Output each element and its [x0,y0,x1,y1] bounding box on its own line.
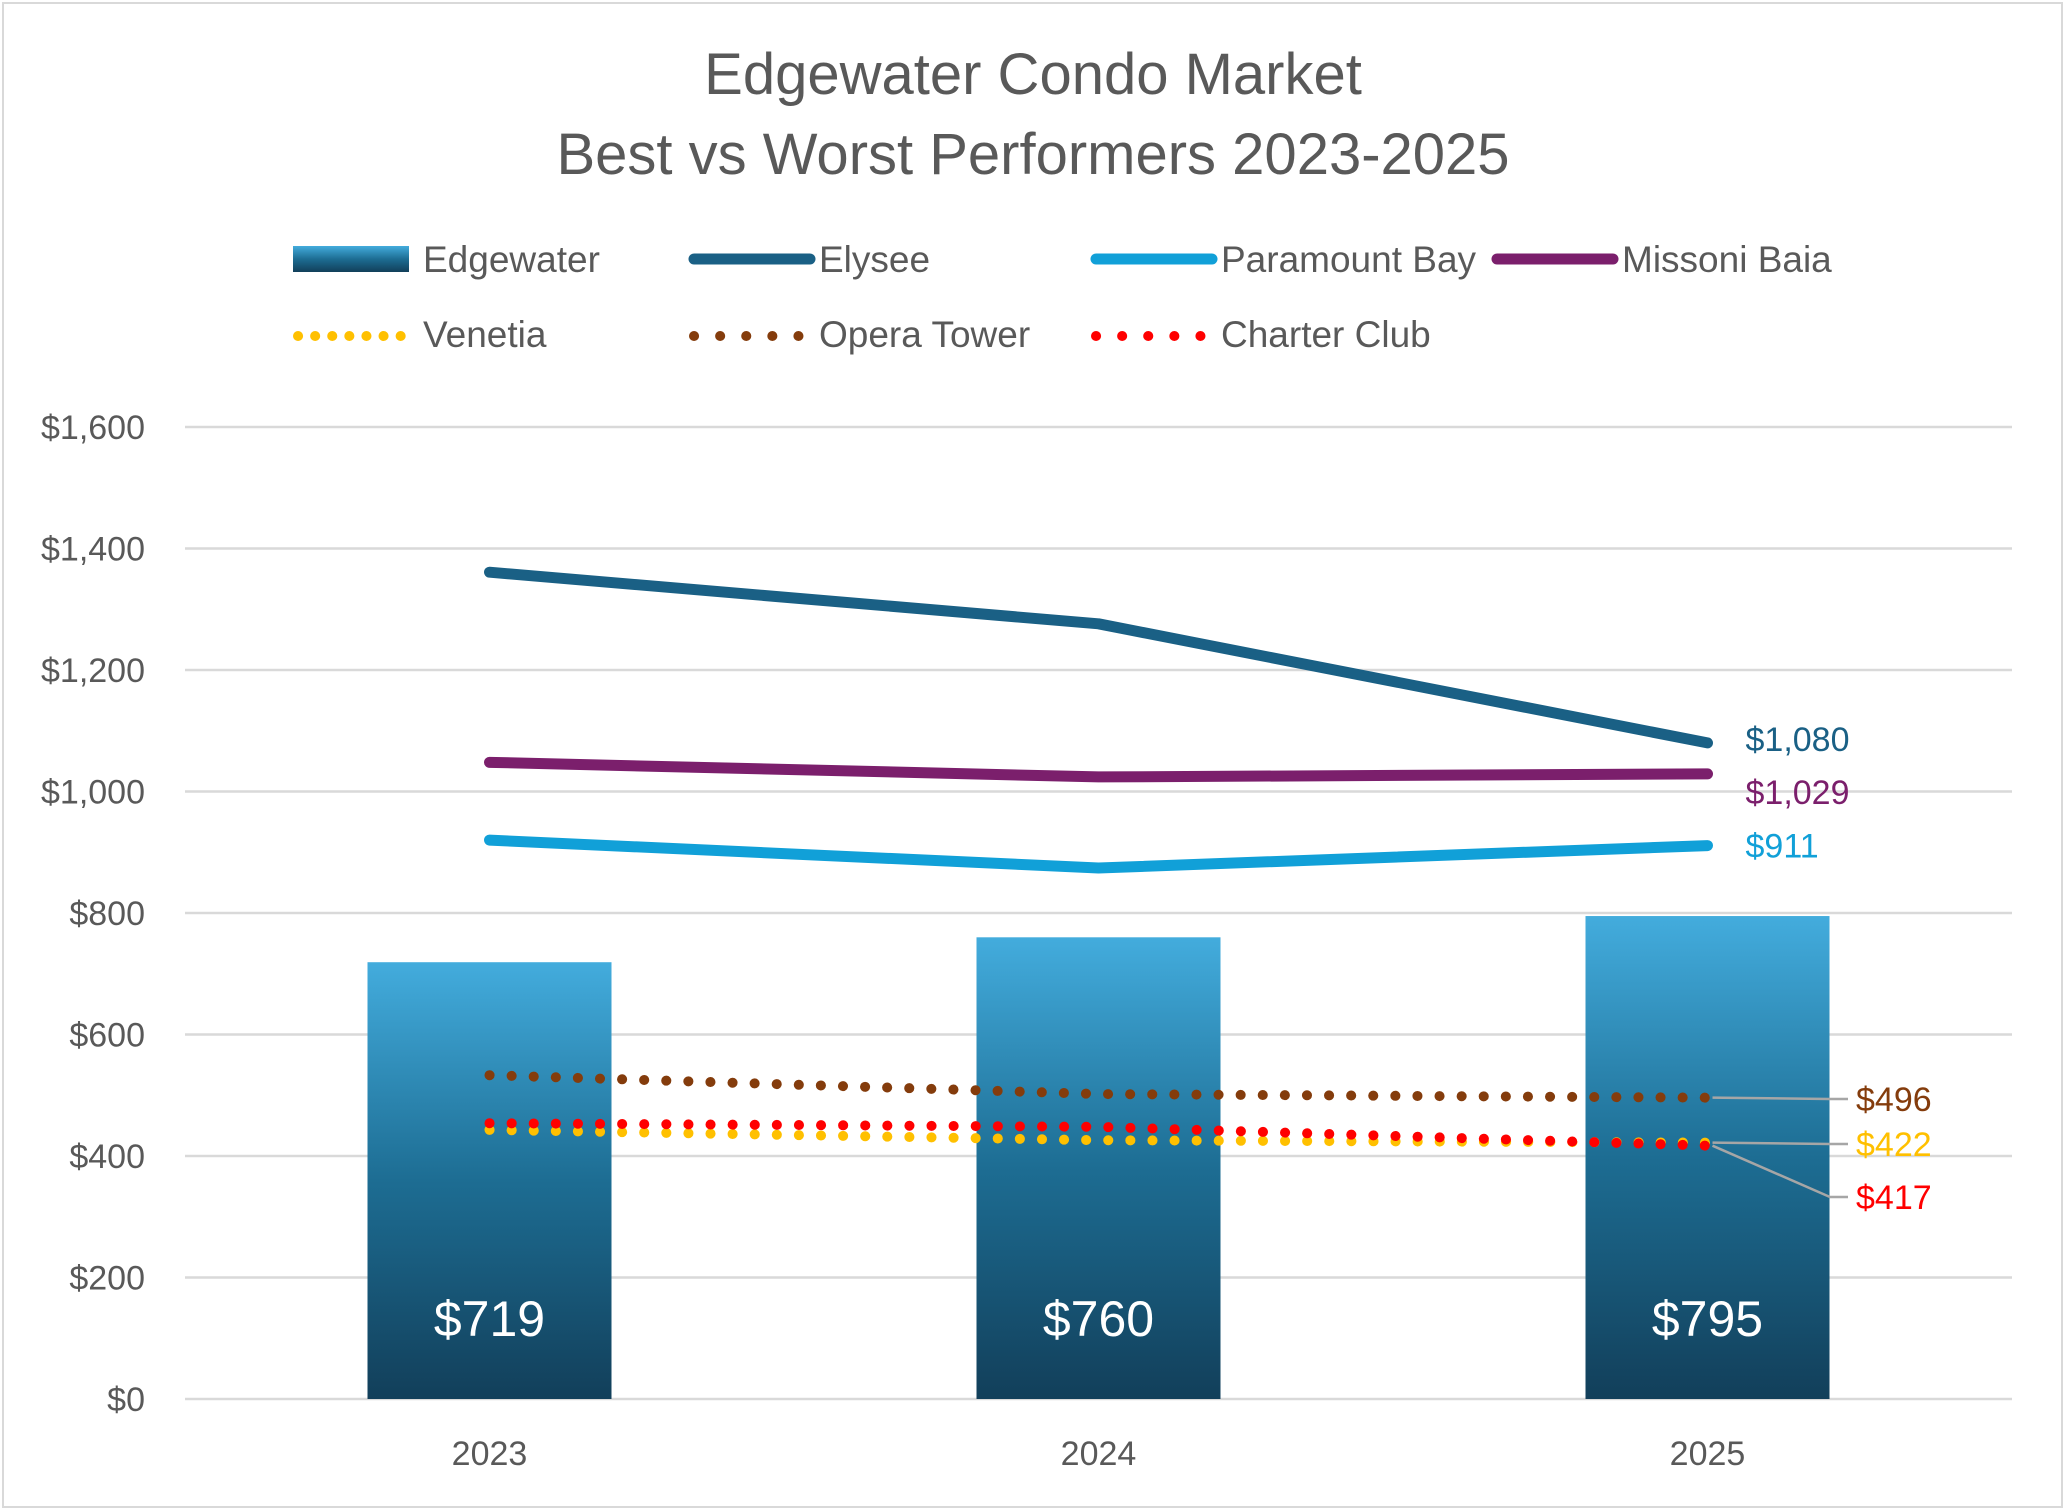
line-opera-tower [484,1070,1713,1103]
legend-item-venetia[interactable]: Venetia [293,314,547,355]
end-label-venetia: $422 [1856,1126,1932,1164]
y-tick-label: $800 [69,895,145,933]
legend-item-opera-tower[interactable]: Opera Tower [689,314,1030,355]
legend-label: Missoni Baia [1622,239,1832,280]
legend-item-edgewater[interactable]: Edgewater [293,239,600,280]
end-label-elysee: $1,080 [1746,721,1850,759]
y-tick-label: $1,000 [41,774,145,812]
y-tick-label: $1,200 [41,652,145,690]
y-tick-label: $0 [107,1381,145,1419]
chart-title-line-2: Best vs Worst Performers 2023-2025 [556,122,1509,187]
y-tick-label: $200 [69,1260,145,1298]
bars [367,916,1830,1399]
lines [484,566,1713,1151]
y-tick-label: $400 [69,1138,145,1176]
y-tick-label: $1,400 [41,531,145,569]
x-tick-label: 2025 [1670,1435,1746,1473]
legend-label: Paramount Bay [1221,239,1477,280]
y-tick-label: $600 [69,1017,145,1055]
line-elysee [484,566,1713,749]
legend-label: Edgewater [423,239,600,280]
bar-edgewater [1585,916,1830,1399]
y-tick-label: $1,600 [41,409,145,447]
x-tick-label: 2024 [1061,1435,1137,1473]
bar-data-label: $719 [434,1291,545,1347]
line-charter-club [484,1118,1713,1151]
data-labels: $719 $760 $795 $1,080 $911 $1,029 $422 $496 $417 [434,721,1932,1347]
bar-data-label: $795 [1652,1291,1763,1347]
legend: Edgewater Elysee Paramount Bay Missoni Baia… [293,239,1832,355]
legend-item-charter-club[interactable]: Charter Club [1091,314,1431,355]
end-label-paramount-bay: $911 [1746,828,1819,866]
legend-label: Charter Club [1221,314,1431,355]
end-label-charter-club: $417 [1856,1179,1932,1217]
end-label-opera-tower: $496 [1856,1081,1932,1119]
line-paramount-bay [484,834,1713,874]
legend-label: Venetia [423,314,547,355]
legend-item-paramount-bay[interactable]: Paramount Bay [1090,239,1477,280]
leader-line [1712,1096,1848,1101]
end-label-missoni-baia: $1,029 [1746,774,1850,812]
legend-label: Elysee [819,239,930,280]
legend-swatch [293,246,409,272]
x-tick-label: 2023 [452,1435,528,1473]
legend-item-elysee[interactable]: Elysee [688,239,930,280]
x-axis-ticks: 2023 2024 2025 [452,1435,1746,1473]
y-axis-ticks: $0 $200 $400 $600 $800 $1,000 $1,200 $1,400 $1,6… [41,409,145,1419]
bar-edgewater [367,962,612,1399]
line-missoni-baia [484,756,1713,783]
bar-edgewater [976,937,1221,1399]
legend-item-missoni-baia[interactable]: Missoni Baia [1491,239,1832,280]
legend-label: Opera Tower [819,314,1030,355]
leader-line [1712,1141,1848,1146]
leader-line [1711,1144,1848,1199]
bar-data-label: $760 [1043,1291,1154,1347]
chart-title-line-1: Edgewater Condo Market [704,42,1362,107]
